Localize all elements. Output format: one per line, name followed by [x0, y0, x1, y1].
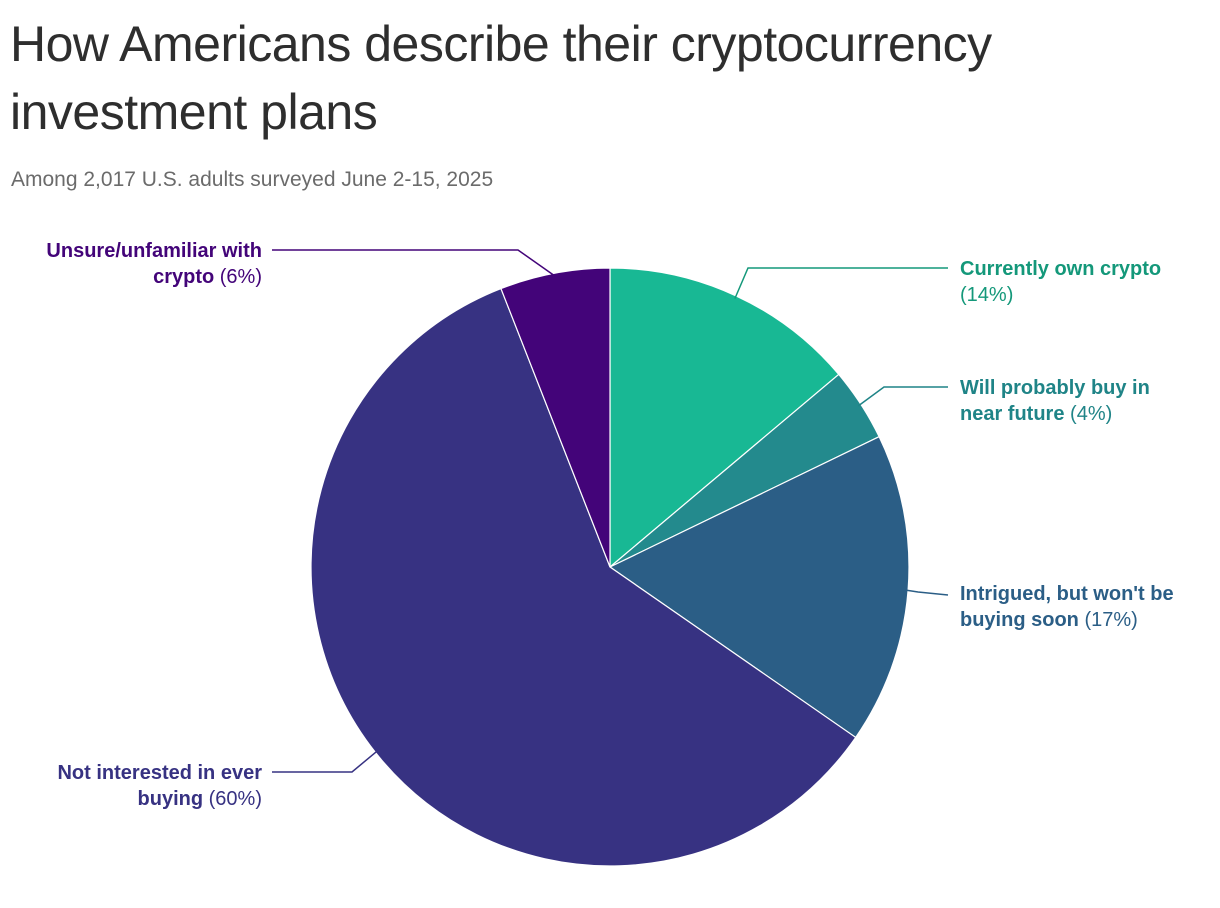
- label-not-interested-pct: (60%): [208, 788, 262, 810]
- label-unsure: Unsure/unfamiliar with crypto (6%): [10, 238, 262, 290]
- leader-line-unsure: [272, 249, 556, 277]
- label-own-pct: (14%): [960, 284, 1014, 306]
- label-intrigued: Intrigued, but won't be buying soon (17%…: [960, 581, 1215, 633]
- leader-line-will-buy: [857, 386, 948, 407]
- label-will-buy: Will probably buy in near future (4%): [960, 375, 1185, 427]
- label-not-interested: Not interested in ever buying (60%): [10, 760, 262, 812]
- chart-title: How Americans describe their cryptocurre…: [10, 16, 992, 140]
- leader-line-own: [734, 267, 948, 299]
- chart-subtitle: Among 2,017 U.S. adults surveyed June 2-…: [11, 168, 494, 191]
- label-intrigued-name: Intrigued, but won't be buying soon: [960, 583, 1174, 631]
- label-will-buy-pct: (4%): [1070, 403, 1113, 425]
- label-intrigued-pct: (17%): [1084, 609, 1138, 631]
- leader-line-not-interested: [272, 749, 379, 773]
- label-own: Currently own crypto (14%): [960, 256, 1210, 308]
- label-unsure-pct: (6%): [219, 266, 262, 288]
- pie-slice-unsure: [500, 267, 611, 568]
- leader-line-intrigued: [904, 589, 949, 596]
- label-unsure-name: Unsure/unfamiliar with crypto: [46, 240, 262, 288]
- label-not-interested-name: Not interested in ever buying: [57, 762, 262, 810]
- label-will-buy-name: Will probably buy in near future: [960, 377, 1150, 425]
- label-own-name: Currently own crypto: [960, 258, 1162, 280]
